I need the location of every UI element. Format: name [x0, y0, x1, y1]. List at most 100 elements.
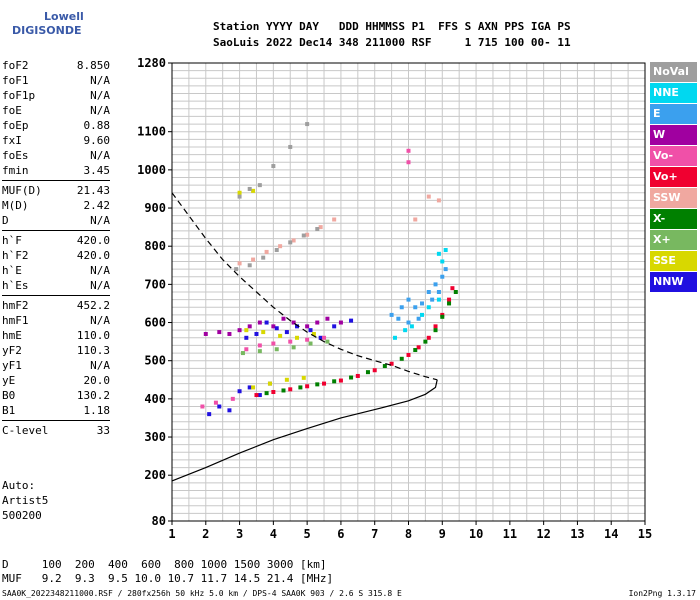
echo-point	[311, 331, 316, 336]
echo-point	[389, 361, 394, 366]
echo-point	[305, 324, 310, 329]
echo-point	[436, 251, 441, 256]
legend-item: Vo+	[650, 167, 697, 187]
echo-point	[399, 305, 404, 310]
echo-point	[288, 240, 293, 245]
x-tick-label: 1	[168, 527, 175, 541]
param-name: yF1	[2, 359, 22, 372]
echo-point	[217, 330, 222, 335]
param-row: h`E N/A	[2, 263, 110, 278]
param-name: MUF(D)	[2, 184, 42, 197]
param-value: 8.850	[76, 59, 110, 72]
echo-point	[257, 393, 262, 398]
version-label: 500200	[2, 509, 42, 522]
echo-point	[406, 160, 411, 165]
echo-point	[332, 379, 337, 384]
echo-point	[234, 267, 239, 272]
echo-point	[254, 393, 259, 398]
echo-point	[396, 316, 401, 321]
echo-point	[278, 244, 283, 249]
echo-point	[213, 400, 218, 405]
echo-point	[436, 290, 441, 294]
echo-point	[433, 324, 438, 329]
echo-point	[416, 345, 421, 350]
echo-point	[203, 331, 208, 336]
echo-point	[274, 326, 279, 331]
y-tick-label: 300	[144, 430, 166, 444]
param-row: fxI 9.60	[2, 133, 110, 148]
echo-traces	[200, 122, 458, 417]
param-name: fmin	[2, 164, 29, 177]
muf-table: D 100 200 400 600 800 1000 1500 3000 [km…	[2, 558, 333, 586]
param-value: N/A	[90, 264, 110, 277]
param-row: foF1p N/A	[2, 88, 110, 103]
param-row: hmE 110.0	[2, 328, 110, 343]
echo-point	[443, 248, 448, 253]
software-version: Ion2Png 1.3.17	[628, 589, 696, 598]
param-name: D	[2, 214, 9, 227]
param-value: 452.2	[76, 299, 110, 312]
echo-point	[450, 286, 455, 291]
param-name: h`Es	[2, 279, 29, 292]
legend-item: SSE	[650, 251, 697, 271]
profile-curve-solid	[171, 379, 438, 482]
echo-point	[436, 297, 441, 302]
echo-point	[413, 348, 418, 353]
echo-point	[254, 331, 259, 336]
echo-point	[406, 148, 411, 153]
legend-item: NNE	[650, 83, 697, 103]
echo-point	[440, 274, 445, 279]
echo-point	[322, 335, 327, 340]
param-value: N/A	[90, 314, 110, 327]
echo-point	[420, 301, 425, 306]
echo-point	[264, 320, 269, 325]
y-tick-label: 200	[144, 468, 166, 482]
profile-curves	[171, 192, 438, 482]
param-name: foEs	[2, 149, 29, 162]
echo-point	[278, 333, 283, 338]
param-row: MUF(D) 21.43	[2, 183, 110, 198]
param-row: B1 1.18	[2, 403, 110, 418]
echo-point	[420, 312, 425, 317]
echo-point	[295, 335, 300, 340]
param-name: h`E	[2, 264, 22, 277]
param-row: M(D) 2.42	[2, 198, 110, 213]
echo-point	[372, 368, 377, 373]
param-value: 0.88	[83, 119, 111, 132]
legend-item: X-	[650, 209, 697, 229]
logo-line2: DIGISONDE	[12, 24, 82, 37]
param-value: 110.0	[76, 329, 110, 342]
x-tick-label: 13	[570, 527, 584, 541]
echo-point	[315, 320, 320, 325]
artist-label: Artist5	[2, 494, 49, 507]
echo-point	[433, 282, 438, 287]
echo-point	[305, 232, 310, 237]
param-name: foF2	[2, 59, 29, 72]
x-tick-label: 14	[604, 527, 618, 541]
param-value: 420.0	[76, 234, 110, 247]
param-row: yF1 N/A	[2, 358, 110, 373]
x-tick-label: 6	[337, 527, 344, 541]
echo-point	[308, 328, 313, 333]
autoscaling-info: Auto: Artist5 500200	[2, 478, 48, 523]
param-name: foEp	[2, 119, 29, 132]
y-tick-label: 1100	[137, 125, 166, 139]
param-value: N/A	[90, 149, 110, 162]
echo-point	[244, 347, 249, 352]
y-tick-label: 80	[152, 514, 166, 528]
param-separator	[2, 180, 110, 181]
param-row: foF1 N/A	[2, 73, 110, 88]
logo-line1: Lowell	[44, 10, 84, 23]
param-row: h`Es N/A	[2, 278, 110, 293]
lowell-digisonde-logo: Lowell DIGISONDE	[4, 6, 84, 46]
distance-row: D 100 200 400 600 800 1000 1500 3000 [km…	[2, 558, 327, 571]
echo-point	[291, 238, 296, 243]
echo-point	[264, 391, 269, 396]
legend-item: SSW	[650, 188, 697, 208]
param-value: 21.43	[76, 184, 110, 197]
y-tick-label: 700	[144, 277, 166, 291]
echo-point	[251, 188, 256, 193]
echo-point	[426, 305, 431, 310]
param-row: hmF2 452.2	[2, 298, 110, 313]
y-tick-label: 400	[144, 392, 166, 406]
